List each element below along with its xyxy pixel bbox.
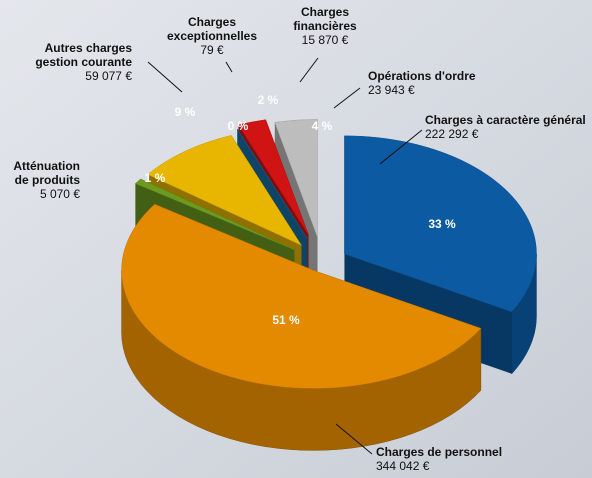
- amount-label: 79 €: [200, 43, 224, 57]
- category-label: Charges: [301, 5, 349, 19]
- percent-label: 0 %: [228, 119, 249, 133]
- amount-label: 5 070 €: [40, 187, 80, 201]
- slice: [344, 135, 537, 313]
- category-label: Charges: [188, 15, 236, 29]
- percent-label: 33 %: [428, 217, 456, 231]
- category-label: Opérations d'ordre: [368, 69, 476, 83]
- slice: [238, 119, 309, 235]
- amount-label: 23 943 €: [368, 83, 415, 97]
- percent-label: 2 %: [258, 93, 279, 107]
- amount-label: 15 870 €: [302, 33, 349, 47]
- category-label: gestion courante: [35, 55, 132, 69]
- percent-label: 51 %: [272, 313, 300, 327]
- percent-label: 9 %: [175, 105, 196, 119]
- category-label: Charges à caractère général: [425, 113, 586, 127]
- slice: [274, 119, 318, 238]
- slice: [121, 203, 482, 389]
- leader-line: [333, 87, 361, 109]
- slice: [147, 135, 303, 246]
- pie: [121, 119, 537, 451]
- leader-line: [225, 61, 233, 73]
- category-label: Atténuation: [13, 159, 80, 173]
- category-label: exceptionnelles: [167, 29, 257, 43]
- amount-label: 222 292 €: [425, 127, 479, 141]
- category-label: financières: [293, 19, 357, 33]
- leader-line: [299, 57, 319, 83]
- amount-label: 59 077 €: [85, 69, 132, 83]
- category-label: Charges de personnel: [376, 445, 502, 459]
- percent-label: 4 %: [312, 119, 333, 133]
- leader-line: [147, 61, 183, 93]
- leader-line: [379, 129, 423, 165]
- category-label: Autres charges: [45, 41, 133, 55]
- slice: [236, 128, 308, 240]
- slice: [134, 178, 295, 250]
- percent-label: 1 %: [145, 171, 166, 185]
- category-label: de produits: [15, 173, 81, 187]
- amount-label: 344 042 €: [376, 459, 430, 473]
- leader-line: [335, 423, 373, 455]
